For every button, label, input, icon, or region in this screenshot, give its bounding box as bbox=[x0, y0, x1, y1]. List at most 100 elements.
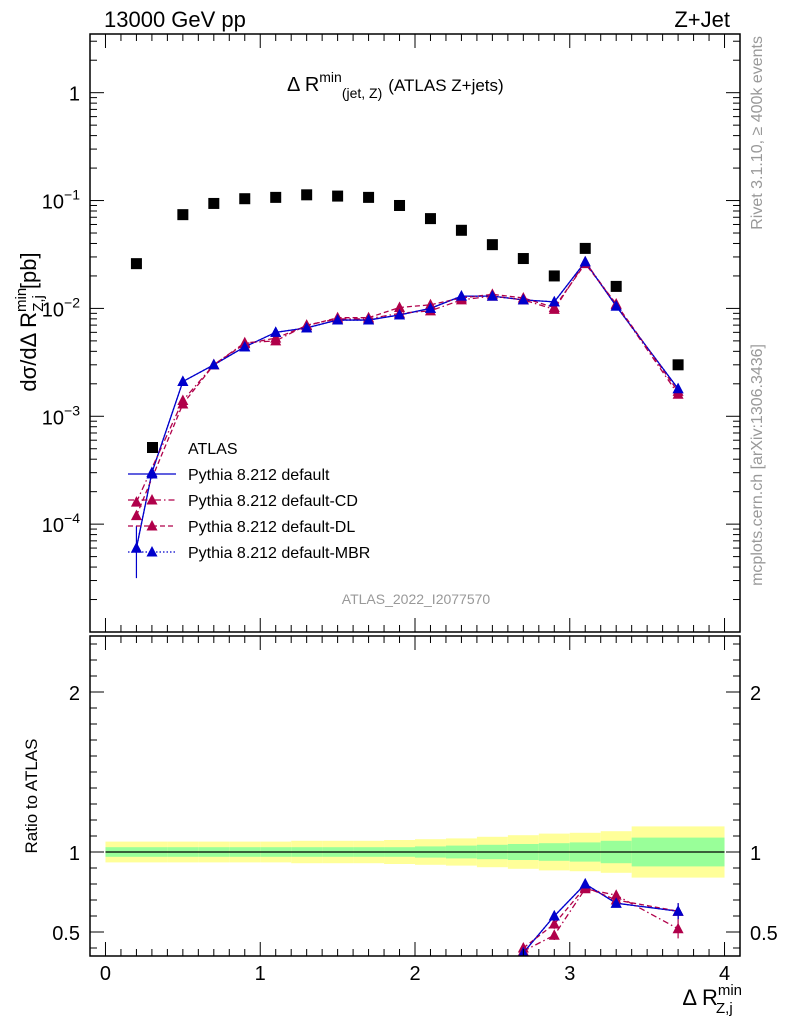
y-tick-label: 10−4 bbox=[42, 510, 80, 537]
legend: ATLAS Pythia 8.212 default Pythia 8.212 de… bbox=[128, 441, 370, 562]
series-marker bbox=[130, 542, 142, 553]
series-marker bbox=[548, 295, 560, 307]
ylabel-sup: min bbox=[13, 288, 30, 312]
ratio-marker bbox=[579, 878, 591, 889]
legend-entry: Pythia 8.212 default-MBR bbox=[128, 545, 370, 562]
y-tick-label: 10−2 bbox=[42, 294, 80, 321]
ratio-line bbox=[522, 883, 679, 954]
series-marker bbox=[208, 358, 220, 370]
atlas-data-point bbox=[548, 270, 560, 282]
main-plot-axes: 10−4 10−3 10−2 10−1 1 bbox=[42, 34, 740, 632]
ratio-y-tick-label: 2 bbox=[69, 683, 80, 705]
series-marker bbox=[486, 290, 498, 301]
mcplots-label: mcplots.cern.ch [arXiv:1306.3436] bbox=[749, 344, 766, 586]
ratio-marker bbox=[548, 929, 560, 940]
series-marker bbox=[517, 293, 529, 305]
y-tick-label: 1 bbox=[69, 84, 80, 106]
ratio-marker bbox=[672, 922, 684, 934]
title-rest: (ATLAS Z+jets) bbox=[388, 76, 503, 95]
x-tick-label: 2 bbox=[409, 963, 420, 985]
series-marker bbox=[363, 314, 375, 325]
ratio-line bbox=[523, 888, 679, 952]
legend-label: Pythia 8.212 default-DL bbox=[188, 519, 355, 536]
ratio-plot-frame bbox=[89, 635, 741, 957]
series-marker bbox=[394, 301, 406, 312]
x-tick-label: 3 bbox=[564, 963, 575, 985]
atlas-data-point bbox=[130, 258, 142, 270]
atlas-data-point bbox=[610, 280, 622, 292]
ratio-y-tick-label-right: 0.5 bbox=[750, 923, 778, 945]
series-marker bbox=[301, 321, 313, 333]
ratio-line bbox=[522, 883, 679, 954]
series-marker bbox=[455, 290, 467, 301]
ratio-marker bbox=[548, 918, 560, 929]
series-atlas bbox=[130, 189, 684, 371]
ratio-marker bbox=[672, 905, 684, 916]
series-marker bbox=[130, 509, 142, 521]
legend-marker bbox=[147, 442, 158, 453]
legend-label: Pythia 8.212 default-MBR bbox=[188, 545, 370, 562]
y-tick-label: 10−3 bbox=[42, 402, 80, 429]
atlas-data-point bbox=[332, 190, 344, 202]
series-line bbox=[135, 260, 679, 549]
series-marker bbox=[394, 308, 406, 320]
y-tick-label: 10−1 bbox=[42, 187, 80, 214]
atlas-data-point bbox=[486, 239, 498, 251]
ratio-y-axis-label: Ratio to ATLAS bbox=[22, 739, 41, 854]
legend-marker bbox=[146, 494, 158, 505]
ratio-pythia-8-212-default-mbr bbox=[518, 878, 684, 956]
atlas-data-point bbox=[579, 242, 591, 254]
header-right-label: Z+Jet bbox=[674, 7, 730, 32]
ratio-marker bbox=[610, 897, 622, 908]
ratio-line bbox=[522, 886, 679, 949]
title-main: Δ R bbox=[287, 74, 319, 96]
atlas-data-point bbox=[424, 213, 436, 225]
legend-marker bbox=[146, 468, 158, 479]
legend-entry: Pythia 8.212 default-CD bbox=[128, 493, 358, 510]
x-tick-label: 0 bbox=[100, 963, 111, 985]
ratio-marker bbox=[548, 910, 560, 921]
series-marker bbox=[239, 340, 251, 352]
ratio-y-tick-label-right: 1 bbox=[750, 843, 761, 865]
series-marker bbox=[130, 496, 142, 507]
analysis-id: ATLAS_2022_I2077570 bbox=[342, 591, 491, 607]
series-marker bbox=[177, 375, 189, 387]
ratio-y-tick-label-right: 2 bbox=[750, 683, 761, 705]
title-sub: (jet, Z) bbox=[342, 85, 382, 101]
atlas-data-point bbox=[672, 359, 684, 371]
main-plot: 10−4 10−3 10−2 10−1 1 Δ R min (jet, Z) (ATLAS Z… bbox=[13, 33, 741, 633]
legend-entry: Pythia 8.212 default bbox=[128, 467, 330, 484]
series-marker bbox=[424, 302, 436, 313]
ratio-y-tick-label: 0.5 bbox=[52, 923, 80, 945]
atlas-data-point bbox=[270, 191, 282, 203]
xlabel-main: Δ R bbox=[682, 985, 717, 1010]
main-plot-frame bbox=[89, 33, 741, 633]
ylabel-pre: dσ/dΔ R bbox=[16, 312, 41, 392]
ratio-plot-axes: 0.5 0.5 1 1 2 2 0 1 2 3 4 bbox=[52, 636, 778, 985]
atlas-data-point bbox=[517, 253, 529, 265]
ylabel-post: [pb] bbox=[16, 252, 41, 289]
series-marker bbox=[548, 301, 560, 312]
ratio-y-tick-label: 1 bbox=[69, 843, 80, 865]
header-left-label: 13000 GeV pp bbox=[104, 7, 246, 32]
xlabel-sup: min bbox=[718, 982, 742, 999]
atlas-data-point bbox=[177, 209, 189, 221]
atlas-data-point bbox=[208, 197, 220, 209]
series-marker bbox=[672, 382, 684, 394]
series-marker bbox=[332, 314, 344, 325]
legend-marker bbox=[146, 546, 158, 557]
y-axis-label: dσ/dΔ RminZ,j [pb] bbox=[13, 252, 47, 391]
ylabel-sub: Z,j bbox=[30, 295, 47, 312]
x-tick-label: 1 bbox=[255, 963, 266, 985]
atlas-data-point bbox=[363, 191, 375, 203]
legend-label: Pythia 8.212 default-CD bbox=[188, 493, 358, 510]
plot-title: Δ Rmin(jet, Z) (ATLAS Z+jets) bbox=[287, 69, 504, 101]
legend-entry: Pythia 8.212 default-DL bbox=[128, 519, 355, 536]
series-marker bbox=[270, 332, 282, 343]
atlas-data-point bbox=[239, 193, 251, 205]
legend-marker bbox=[146, 520, 158, 531]
rivet-label: Rivet 3.1.10, ≥ 400k events bbox=[749, 36, 766, 230]
series-marker bbox=[177, 397, 189, 409]
ratio-pythia-8-212-default bbox=[518, 878, 684, 956]
series-pythia-8-212-default-mbr bbox=[130, 255, 684, 553]
